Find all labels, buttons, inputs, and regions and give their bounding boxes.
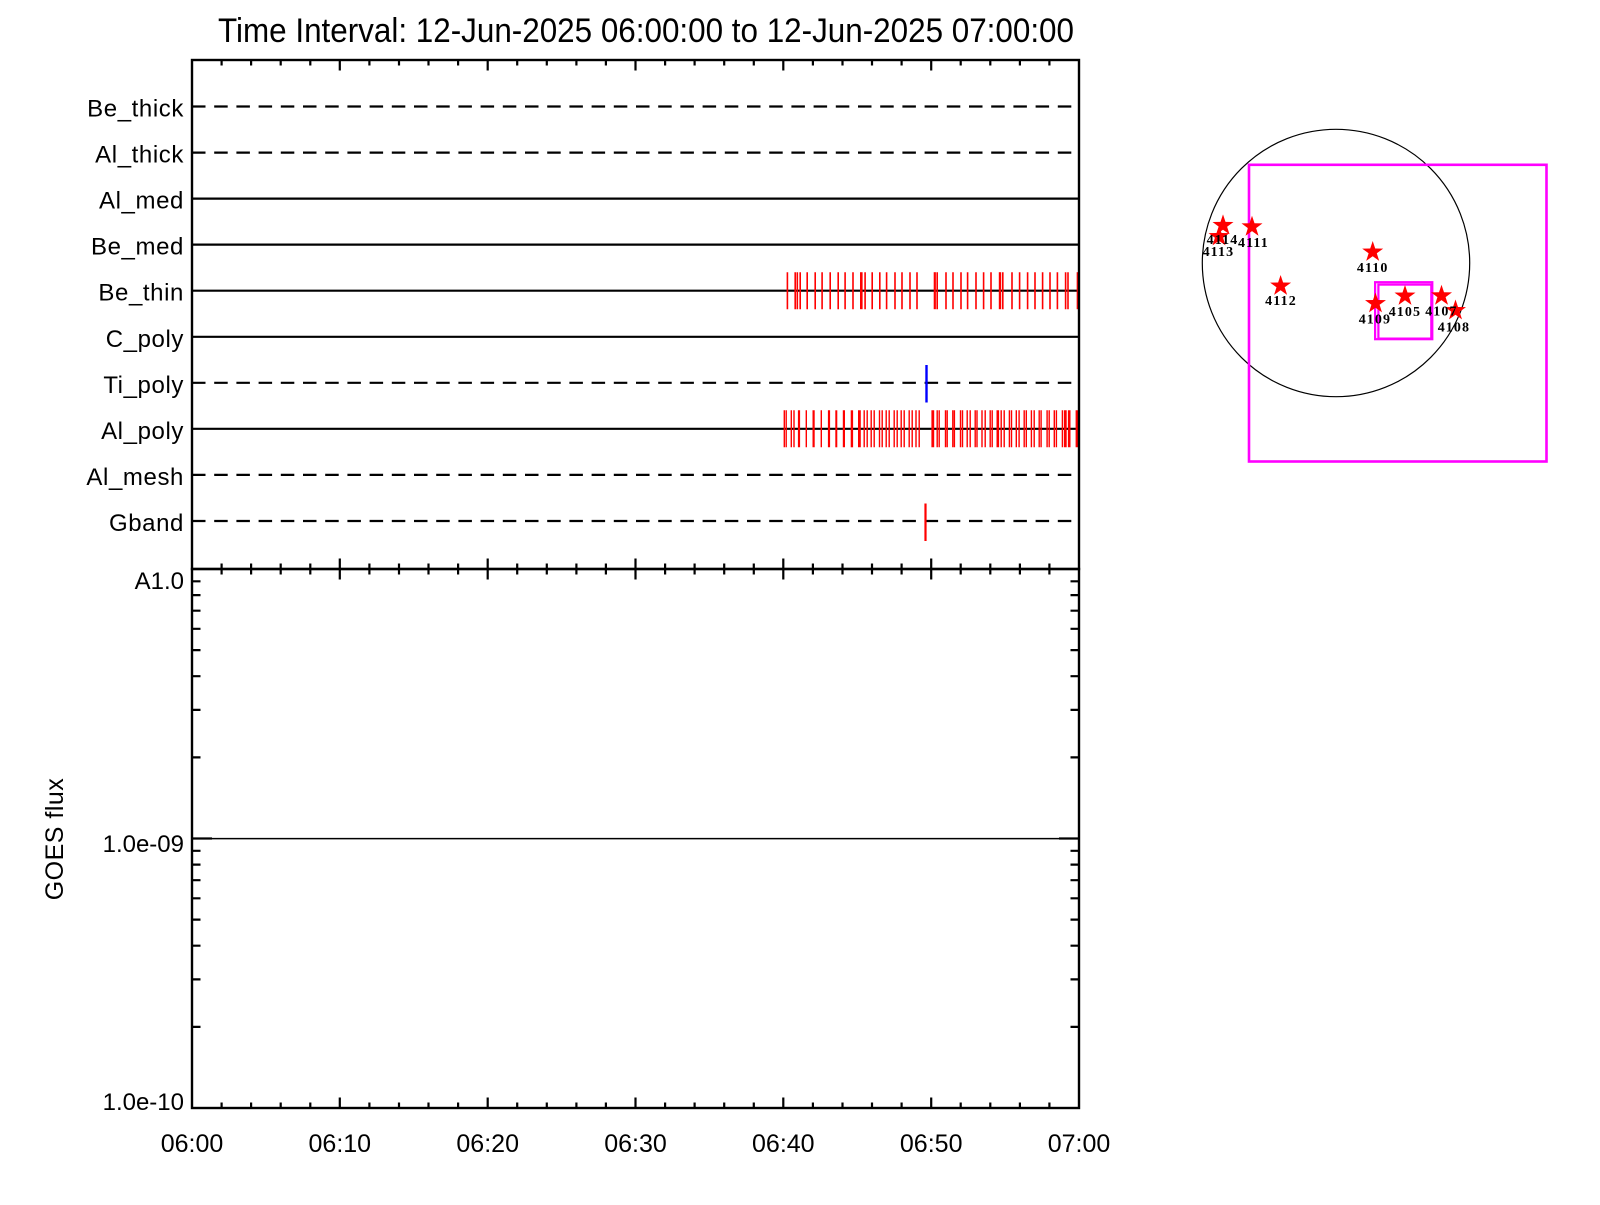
svg-text:06:30: 06:30: [604, 1130, 667, 1158]
svg-text:4112: 4112: [1265, 294, 1297, 309]
svg-text:1.0e-10: 1.0e-10: [103, 1089, 184, 1116]
svg-text:Al_poly: Al_poly: [101, 418, 184, 445]
svg-text:4105: 4105: [1389, 305, 1421, 320]
svg-text:Be_med: Be_med: [91, 234, 184, 261]
svg-text:07:00: 07:00: [1048, 1130, 1111, 1158]
svg-text:4110: 4110: [1357, 261, 1389, 276]
svg-text:4111: 4111: [1238, 236, 1269, 251]
svg-text:Time Interval: 12-Jun-2025 06:: Time Interval: 12-Jun-2025 06:00:00 to 1…: [218, 12, 1074, 50]
svg-text:06:20: 06:20: [456, 1130, 519, 1158]
svg-text:4114: 4114: [1207, 233, 1239, 248]
svg-text:Be_thin: Be_thin: [98, 280, 184, 307]
svg-text:06:50: 06:50: [900, 1130, 963, 1158]
svg-text:4109: 4109: [1359, 312, 1391, 327]
svg-text:C_poly: C_poly: [106, 326, 184, 353]
svg-text:06:00: 06:00: [161, 1130, 224, 1158]
svg-text:06:10: 06:10: [309, 1130, 372, 1158]
svg-text:Al_mesh: Al_mesh: [86, 464, 184, 491]
svg-text:GOES flux: GOES flux: [41, 778, 69, 901]
svg-text:1.0e-09: 1.0e-09: [103, 831, 184, 858]
svg-text:Gband: Gband: [109, 510, 184, 537]
svg-text:Be_thick: Be_thick: [87, 96, 184, 123]
svg-text:4113: 4113: [1203, 245, 1235, 260]
svg-text:Al_thick: Al_thick: [95, 142, 184, 169]
svg-text:06:40: 06:40: [752, 1130, 815, 1158]
svg-text:4107: 4107: [1425, 305, 1457, 320]
svg-text:Al_med: Al_med: [99, 188, 184, 215]
svg-text:Ti_poly: Ti_poly: [103, 372, 184, 399]
svg-text:A1.0: A1.0: [135, 568, 184, 595]
svg-text:4108: 4108: [1438, 320, 1470, 335]
